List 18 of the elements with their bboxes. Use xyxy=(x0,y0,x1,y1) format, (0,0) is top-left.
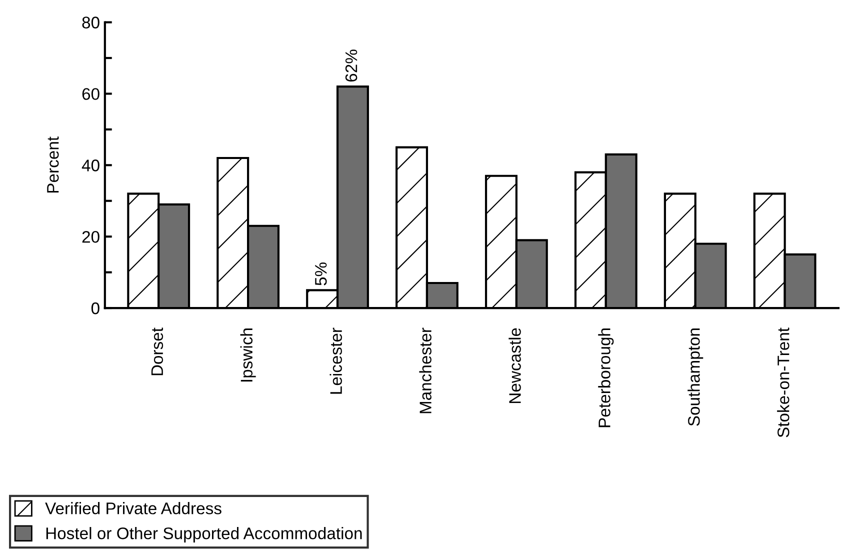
y-tick-label: 20 xyxy=(82,230,100,243)
y-tick-label: 0 xyxy=(91,302,100,314)
y-axis-title: Percent xyxy=(47,136,59,192)
x-tick-label: Southampton xyxy=(688,328,704,426)
x-tick-label: Dorset xyxy=(151,328,164,376)
x-tick-label: Ipswich xyxy=(240,328,256,382)
data-label: 5% xyxy=(315,262,327,286)
y-tick-label: 80 xyxy=(82,16,100,28)
x-tick-label: Stoke-on-Trent xyxy=(777,328,790,438)
x-tick-label: Manchester xyxy=(419,328,432,414)
x-tick-label: Peterborough xyxy=(598,328,614,428)
y-tick-label: 40 xyxy=(82,160,100,172)
legend-label: Hostel or Other Supported Accommodation xyxy=(46,527,362,543)
data-label: 62% xyxy=(345,50,358,82)
x-tick-label: Newcastle xyxy=(508,328,521,403)
y-tick-label: 60 xyxy=(82,88,100,100)
legend-label: Verified Private Address xyxy=(45,502,222,514)
x-tick-label: Leicester xyxy=(330,328,342,394)
